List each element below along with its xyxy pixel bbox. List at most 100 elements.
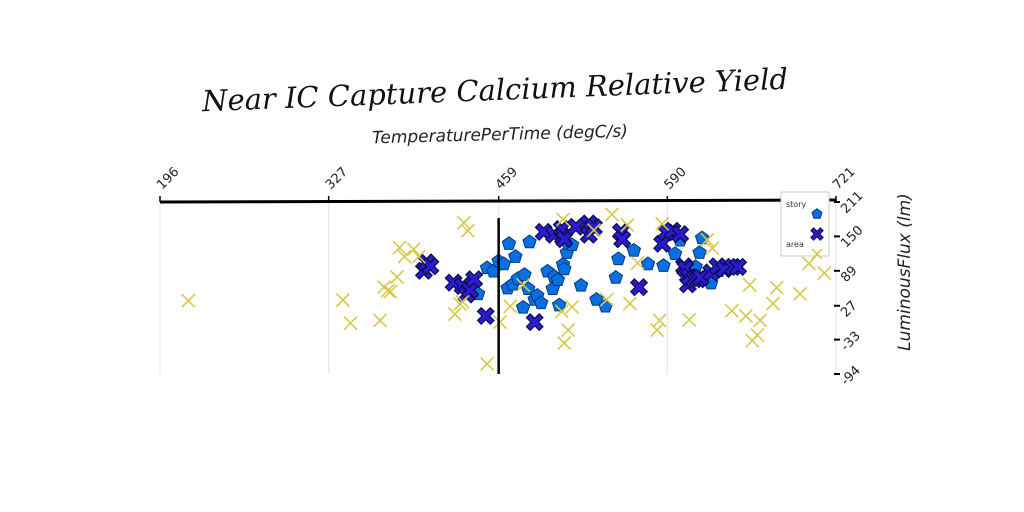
data-point [397, 249, 412, 264]
data-point [525, 313, 544, 332]
data-point [584, 218, 604, 237]
data-point [573, 277, 589, 292]
data-point [817, 265, 832, 281]
x-tick-label: 196 [154, 165, 182, 193]
data-point [557, 261, 572, 276]
data-point [564, 299, 580, 314]
legend-label: story [786, 200, 806, 209]
data-point [517, 267, 532, 281]
data-point [738, 308, 753, 323]
chart-title: Near IC Capture Calcium Relative Yield [200, 62, 788, 119]
legend-marker [811, 248, 823, 260]
data-point [750, 328, 765, 343]
data-point [561, 322, 576, 338]
y-tick-label: 211 [838, 189, 866, 217]
data-point [604, 207, 620, 222]
data-point [629, 278, 649, 297]
data-point [792, 286, 808, 301]
data-point [729, 257, 748, 276]
data-point [389, 269, 404, 285]
data-point [630, 255, 645, 270]
x-tick-label: 721 [830, 165, 858, 193]
data-point [724, 303, 739, 318]
data-point [461, 280, 480, 300]
data-point [343, 316, 358, 331]
data-point [667, 246, 683, 260]
x-axis-line [159, 198, 837, 204]
data-point [700, 232, 715, 247]
data-point [460, 223, 475, 238]
legend-label: area [786, 240, 804, 249]
data-point [555, 212, 571, 227]
data-point [533, 295, 549, 310]
data-point [557, 335, 572, 351]
y-tick-label: 150 [838, 223, 866, 251]
data-point [589, 291, 604, 306]
data-point [465, 270, 484, 289]
legend-marker [810, 227, 824, 241]
legend: story area [780, 191, 830, 260]
x-tick-label: 327 [323, 165, 351, 193]
data-point [620, 218, 635, 233]
data-point [671, 225, 690, 244]
data-point [373, 313, 388, 328]
data-point [392, 240, 407, 255]
data-point [705, 241, 720, 256]
y-tick-label: -33 [838, 329, 864, 355]
data-point [479, 356, 495, 371]
data-point [566, 217, 585, 236]
data-point [586, 223, 601, 238]
data-point [554, 304, 569, 319]
data-point [503, 299, 518, 314]
y-tick-label: 27 [838, 298, 860, 320]
legend-box [780, 191, 830, 257]
data-point [447, 307, 462, 322]
data-point [655, 216, 670, 232]
data-point [406, 242, 421, 257]
y-tick-label: 89 [838, 263, 860, 285]
y-axis-label: LuminousFlux (lm) [895, 193, 915, 351]
data-point [555, 230, 574, 249]
data-point [769, 280, 784, 295]
data-point [516, 277, 531, 292]
data-point [613, 230, 632, 249]
data-point [411, 249, 426, 264]
data-point [742, 277, 757, 292]
x-tick-label: 590 [662, 165, 690, 193]
data-point [181, 293, 196, 308]
data-point [622, 296, 638, 311]
data-point [608, 269, 624, 284]
data-point [522, 234, 537, 249]
series-1 [414, 214, 748, 332]
data-point [691, 268, 710, 287]
data-point [652, 313, 667, 328]
data-point [653, 234, 672, 253]
data-point [640, 256, 656, 271]
data-point [801, 256, 817, 271]
data-point [515, 299, 531, 314]
data-series [181, 207, 832, 371]
data-point [476, 306, 495, 326]
data-point [501, 236, 517, 250]
legend-marker [811, 208, 823, 219]
data-point [649, 322, 665, 338]
data-point [492, 315, 507, 330]
x-axis-label: TemperaturePerTime (degC/s) [372, 122, 628, 149]
data-point [682, 312, 697, 327]
data-point [656, 258, 671, 272]
data-point [508, 249, 523, 263]
data-point [752, 313, 768, 328]
data-point [383, 284, 398, 299]
data-point [551, 297, 567, 312]
data-point [611, 251, 626, 266]
data-point [550, 272, 566, 286]
data-point [335, 293, 350, 308]
data-point [456, 215, 471, 230]
data-point [599, 292, 614, 307]
data-point [692, 245, 707, 259]
data-point [455, 294, 470, 309]
y-tick-label: -94 [838, 363, 864, 389]
data-point [421, 257, 440, 276]
